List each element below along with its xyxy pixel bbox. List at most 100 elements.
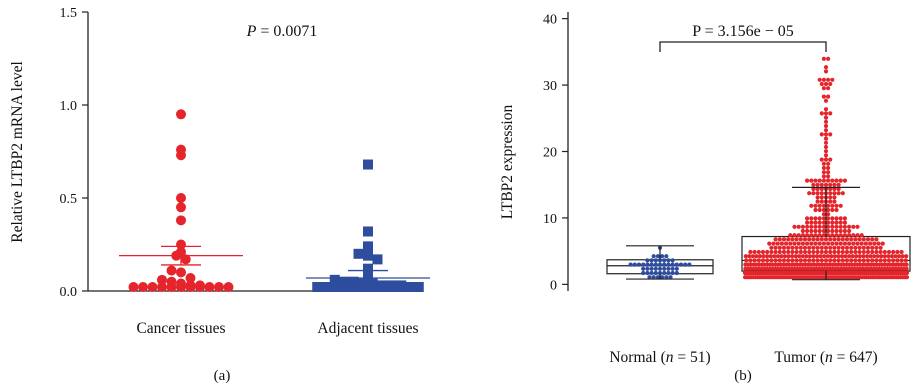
data-point	[839, 229, 843, 233]
data-point	[654, 258, 658, 262]
data-point	[774, 250, 778, 254]
panel-a-p-text: = 0.0071	[256, 23, 317, 40]
data-point	[790, 250, 794, 254]
data-point	[633, 263, 637, 267]
data-point	[795, 237, 799, 241]
data-point	[855, 233, 859, 237]
data-point	[813, 204, 817, 208]
data-point	[792, 225, 796, 229]
data-point	[858, 250, 862, 254]
data-point	[786, 246, 790, 250]
data-point	[803, 246, 807, 250]
data-point	[662, 263, 666, 267]
data-point	[828, 200, 832, 204]
data-point	[813, 179, 817, 183]
data-point	[818, 242, 822, 246]
data-point	[883, 258, 887, 262]
data-point	[824, 137, 828, 141]
data-point	[824, 65, 828, 69]
data-point	[765, 250, 769, 254]
data-point	[855, 242, 859, 246]
data-point	[811, 191, 815, 195]
data-point	[809, 242, 813, 246]
data-point	[858, 258, 862, 262]
data-point	[650, 271, 654, 275]
data-point	[830, 225, 834, 229]
data-point	[849, 250, 853, 254]
data-point	[784, 242, 788, 246]
data-point	[801, 242, 805, 246]
data-point	[858, 246, 862, 250]
data-point	[813, 242, 817, 246]
data-point	[837, 183, 841, 187]
data-point	[769, 250, 773, 254]
data-point	[778, 246, 782, 250]
data-point	[675, 267, 679, 271]
data-point	[820, 258, 824, 262]
data-point	[330, 275, 340, 285]
data-point	[671, 263, 675, 267]
data-point	[837, 258, 841, 262]
data-point	[801, 233, 805, 237]
data-point	[824, 250, 828, 254]
data-point	[853, 250, 857, 254]
data-point	[834, 233, 838, 237]
data-point	[830, 229, 834, 233]
data-point	[832, 195, 836, 199]
data-point	[778, 250, 782, 254]
data-point	[845, 246, 849, 250]
data-point	[822, 179, 826, 183]
data-point	[363, 251, 373, 261]
data-point	[671, 271, 675, 275]
data-point	[778, 258, 782, 262]
data-point	[176, 202, 186, 212]
panel-b-category-tumor: Tumor (n = 647)	[774, 349, 877, 366]
panel-a-p-symbol: P	[246, 23, 257, 40]
data-point	[818, 208, 822, 212]
data-point	[837, 250, 841, 254]
data-point	[157, 275, 167, 285]
data-point	[824, 111, 828, 115]
data-point	[807, 250, 811, 254]
data-point	[870, 237, 874, 241]
data-point	[801, 229, 805, 233]
data-point	[824, 237, 828, 241]
data-point	[874, 246, 878, 250]
data-point	[822, 204, 826, 208]
data-point	[820, 237, 824, 241]
data-point	[824, 158, 828, 162]
data-point	[662, 267, 666, 271]
data-point	[645, 271, 649, 275]
panel-a-ytick-label: 1.5	[60, 6, 78, 21]
data-point	[818, 233, 822, 237]
panel-b-ytick-label: 0	[550, 278, 557, 293]
data-point	[363, 264, 373, 274]
data-point	[813, 229, 817, 233]
data-point	[830, 208, 834, 212]
data-point	[824, 120, 828, 124]
data-point	[805, 216, 809, 220]
data-point	[799, 237, 803, 241]
data-point	[826, 216, 830, 220]
data-point	[839, 221, 843, 225]
data-point	[828, 132, 832, 136]
data-point	[826, 212, 830, 216]
data-point	[786, 250, 790, 254]
data-point	[855, 225, 859, 229]
data-point	[824, 69, 828, 73]
data-point	[824, 246, 828, 250]
panel-b-ylabel: LTBP2 expression	[499, 105, 516, 220]
data-point	[797, 242, 801, 246]
data-point	[809, 233, 813, 237]
data-point	[879, 246, 883, 250]
data-point	[874, 237, 878, 241]
panel-a-label: (a)	[214, 368, 231, 384]
panel-a-p-value: P = 0.0071	[246, 23, 318, 40]
data-point	[862, 250, 866, 254]
panel-b: LTBP2 expression 010203040 P = 3.156e − …	[499, 12, 910, 384]
data-point	[828, 258, 832, 262]
data-point	[807, 237, 811, 241]
data-point	[826, 86, 830, 90]
data-point	[822, 212, 826, 216]
data-point	[822, 242, 826, 246]
